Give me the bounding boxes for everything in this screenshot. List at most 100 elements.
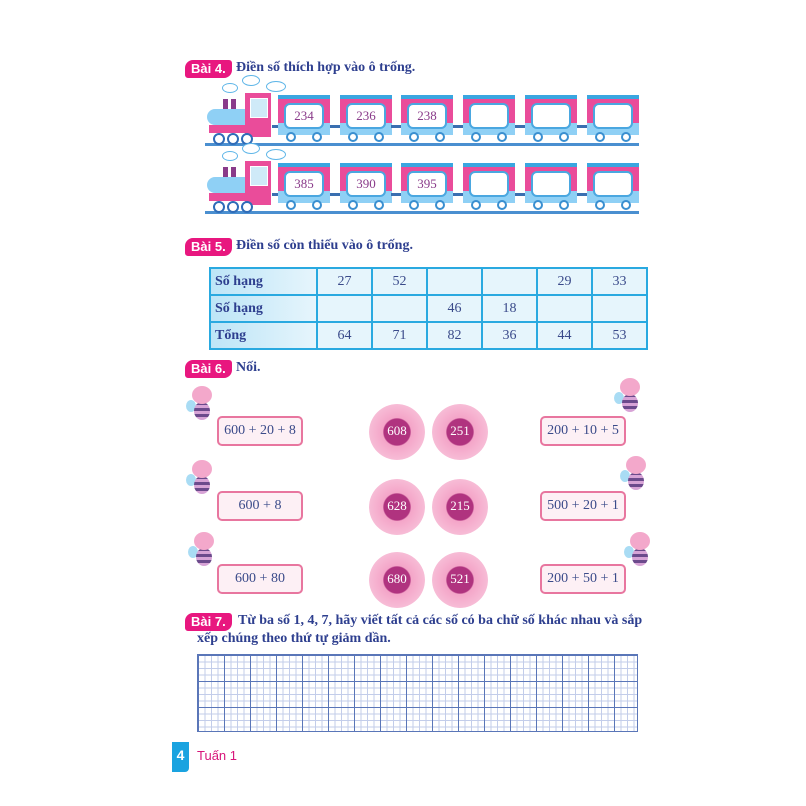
table-cell[interactable] bbox=[426, 267, 483, 296]
expression-box-left[interactable]: 600 + 8 bbox=[217, 491, 303, 521]
bee-part bbox=[194, 532, 214, 550]
wheel-icon bbox=[409, 200, 419, 210]
car-coupler bbox=[330, 125, 340, 128]
car-coupler bbox=[391, 193, 401, 196]
week-label: Tuấn 1 bbox=[197, 748, 237, 763]
wheel-icon bbox=[241, 201, 253, 213]
train-car: 234 bbox=[278, 95, 330, 145]
row-label: Số hạng bbox=[209, 267, 318, 296]
engine-window bbox=[250, 98, 268, 118]
car-coupler bbox=[272, 193, 278, 196]
expression-box-left[interactable]: 600 + 80 bbox=[217, 564, 303, 594]
train-car bbox=[525, 163, 577, 213]
bai4-badge: Bài 4. bbox=[185, 60, 232, 78]
wheel-icon bbox=[471, 132, 481, 142]
bee-part bbox=[196, 548, 212, 566]
sum-table: Số hạng 27 52 29 33 Số hạng 46 18 Tổng 64 71 82 36 44… bbox=[209, 267, 648, 350]
car-number-box: 385 bbox=[284, 171, 324, 197]
bai4-instruction: Điền số thích hợp vào ô trống. bbox=[236, 60, 416, 75]
wheel-icon bbox=[435, 200, 445, 210]
bai7-instruction-line2: xếp chúng theo thứ tự giảm dần. bbox=[197, 631, 391, 646]
car-roof bbox=[525, 163, 577, 167]
train-car bbox=[463, 95, 515, 145]
chimney bbox=[223, 167, 228, 177]
wheel-icon bbox=[559, 132, 569, 142]
track bbox=[205, 143, 639, 146]
bee-part bbox=[620, 470, 630, 482]
bee-part bbox=[194, 402, 210, 420]
car-roof bbox=[587, 163, 639, 167]
table-cell: 71 bbox=[371, 321, 428, 350]
car-coupler bbox=[577, 193, 587, 196]
table-row: Tổng 64 71 82 36 44 53 bbox=[209, 321, 648, 350]
table-cell: 82 bbox=[426, 321, 483, 350]
car-number-box: 238 bbox=[407, 103, 447, 129]
expression-box-right[interactable]: 200 + 10 + 5 bbox=[540, 416, 626, 446]
car-roof bbox=[278, 95, 330, 99]
bee-icon bbox=[188, 532, 218, 568]
flower-number[interactable]: 608 bbox=[369, 404, 425, 460]
table-cell[interactable] bbox=[481, 267, 538, 296]
bai5-instruction: Điền số còn thiếu vào ô trống. bbox=[236, 238, 413, 253]
table-cell[interactable] bbox=[536, 294, 593, 323]
bai5-badge: Bài 5. bbox=[185, 238, 232, 256]
car-roof bbox=[463, 163, 515, 167]
wheel-icon bbox=[595, 200, 605, 210]
cloud-icon bbox=[266, 81, 286, 92]
bai7-badge: Bài 7. bbox=[185, 613, 232, 631]
engine-boiler bbox=[207, 177, 251, 193]
flower-number[interactable]: 628 bbox=[369, 479, 425, 535]
wheel-icon bbox=[471, 200, 481, 210]
flower-number[interactable]: 521 bbox=[432, 552, 488, 608]
bee-part bbox=[188, 546, 198, 558]
bee-part bbox=[620, 378, 640, 396]
row-label: Tổng bbox=[209, 321, 318, 350]
cloud-icon bbox=[242, 75, 260, 86]
car-number-box[interactable] bbox=[593, 171, 633, 197]
table-cell[interactable] bbox=[316, 294, 373, 323]
bee-part bbox=[622, 394, 638, 412]
train-car: 390 bbox=[340, 163, 392, 213]
writing-grid[interactable] bbox=[197, 654, 638, 732]
car-roof bbox=[340, 95, 392, 99]
car-coupler bbox=[515, 125, 525, 128]
car-number-box[interactable] bbox=[531, 171, 571, 197]
engine-window bbox=[250, 166, 268, 186]
bee-part bbox=[624, 546, 634, 558]
car-number-box[interactable] bbox=[469, 171, 509, 197]
flower-number[interactable]: 215 bbox=[432, 479, 488, 535]
wheel-icon bbox=[348, 132, 358, 142]
expression-box-right[interactable]: 200 + 50 + 1 bbox=[540, 564, 626, 594]
track bbox=[205, 211, 639, 214]
bee-part bbox=[628, 472, 644, 490]
bee-icon bbox=[620, 456, 650, 492]
car-coupler bbox=[577, 125, 587, 128]
bee-part bbox=[192, 460, 212, 478]
flower-number[interactable]: 680 bbox=[369, 552, 425, 608]
chimney bbox=[223, 99, 228, 109]
train-car: 395 bbox=[401, 163, 453, 213]
flower-number-label: 521 bbox=[450, 571, 470, 586]
cloud-icon bbox=[222, 83, 238, 93]
car-number-box[interactable] bbox=[469, 103, 509, 129]
table-row: Số hạng 27 52 29 33 bbox=[209, 267, 648, 296]
cloud-icon bbox=[222, 151, 238, 161]
car-coupler bbox=[453, 193, 463, 196]
table-cell[interactable] bbox=[371, 294, 428, 323]
table-cell[interactable] bbox=[591, 294, 648, 323]
expression-box-left[interactable]: 600 + 20 + 8 bbox=[217, 416, 303, 446]
car-roof bbox=[587, 95, 639, 99]
train-car bbox=[587, 163, 639, 213]
train-car: 236 bbox=[340, 95, 392, 145]
wheel-icon bbox=[227, 133, 239, 145]
car-number-box[interactable] bbox=[593, 103, 633, 129]
train-engine-icon bbox=[205, 89, 273, 151]
wheel-icon bbox=[312, 132, 322, 142]
flower-number-label: 251 bbox=[450, 423, 470, 438]
car-coupler bbox=[330, 193, 340, 196]
wheel-icon bbox=[595, 132, 605, 142]
flower-number[interactable]: 251 bbox=[432, 404, 488, 460]
engine-base bbox=[209, 125, 249, 133]
car-number-box[interactable] bbox=[531, 103, 571, 129]
expression-box-right[interactable]: 500 + 20 + 1 bbox=[540, 491, 626, 521]
